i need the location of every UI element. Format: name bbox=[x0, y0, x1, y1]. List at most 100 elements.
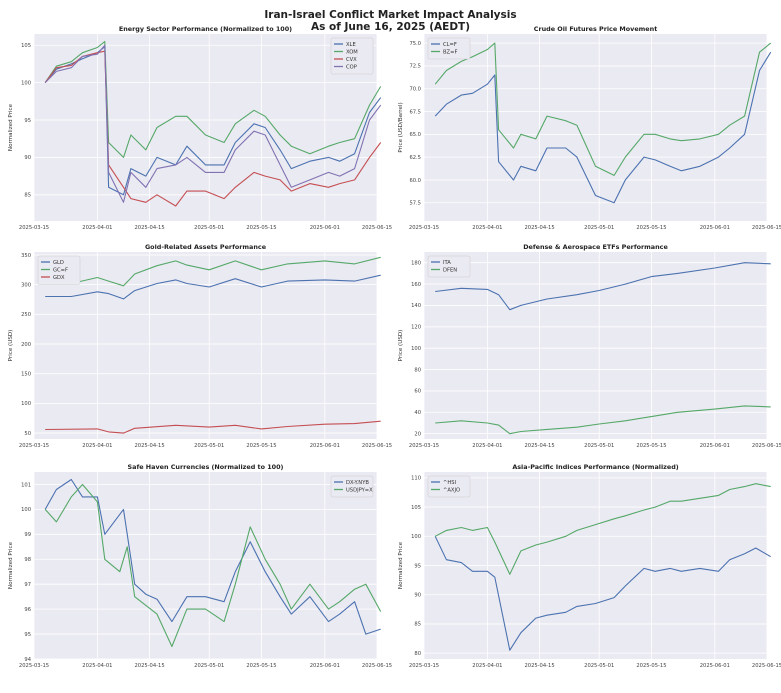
y-tick-label: 80 bbox=[414, 367, 421, 373]
x-tick-label: 2025-05-15 bbox=[246, 443, 276, 449]
y-tick-label: 250 bbox=[21, 312, 31, 318]
y-tick-label: 350 bbox=[21, 253, 31, 259]
x-tick-label: 2025-06-15 bbox=[362, 663, 392, 669]
figure-subtitle: As of June 16, 2025 (AEDT) bbox=[310, 21, 470, 33]
y-tick-label: 100 bbox=[411, 534, 421, 540]
x-tick-label: 2025-05-01 bbox=[194, 225, 224, 231]
crude-oil-chart: Crude Oil Futures Price Movement 57.5 60.0… bbox=[390, 22, 781, 237]
x-tick-label: 2025-03-15 bbox=[19, 663, 49, 669]
series-line-cl-f bbox=[434, 51, 772, 204]
legend-label-cop: COP bbox=[346, 64, 357, 70]
x-tick-label: 2025-05-01 bbox=[194, 443, 224, 449]
legend-label-gdx: GDX bbox=[53, 275, 65, 281]
y-tick-label: 100 bbox=[411, 346, 421, 352]
series-line-ita bbox=[435, 262, 771, 311]
legend: ^HSI^AXJO bbox=[427, 475, 471, 498]
legend-box bbox=[427, 255, 471, 278]
y-tick-label: 60.0 bbox=[409, 178, 421, 184]
series-line-usdjpy-x bbox=[44, 483, 382, 648]
y-tick-label: 200 bbox=[21, 342, 31, 348]
legend: CL=FBZ=F bbox=[427, 37, 471, 60]
x-tick-label: 2025-04-15 bbox=[524, 443, 554, 449]
y-axis-label: Price (USD/Barrel) bbox=[398, 102, 404, 152]
chart-title: Defense & Aerospace ETFs Performance bbox=[523, 243, 668, 251]
y-tick-label: 97 bbox=[24, 582, 31, 588]
series-line-xom bbox=[44, 40, 382, 158]
y-tick-label: 96 bbox=[24, 607, 31, 613]
safe-haven-chart: Safe Haven Currencies (Normalized to 100… bbox=[0, 460, 392, 675]
plot-area bbox=[424, 34, 767, 221]
y-tick-label: 100 bbox=[21, 80, 31, 86]
x-tick-label: 2025-06-01 bbox=[310, 663, 340, 669]
y-tick-label: 70.0 bbox=[409, 87, 421, 93]
legend-box bbox=[427, 475, 471, 498]
series-line-dfen bbox=[435, 405, 771, 435]
y-tick-label: 60 bbox=[414, 389, 421, 395]
y-tick-label: 300 bbox=[21, 282, 31, 288]
y-tick-label: 85 bbox=[24, 193, 31, 199]
y-tick-label: 40 bbox=[414, 410, 421, 416]
x-tick-label: 2025-04-01 bbox=[472, 443, 502, 449]
x-tick-label: 2025-04-01 bbox=[472, 225, 502, 231]
legend-label-dfen: DFEN bbox=[443, 267, 457, 273]
series-line-gdx bbox=[45, 420, 381, 434]
chart-svg: Asia-Pacific Indices Performance (Normal… bbox=[398, 463, 781, 669]
legend-label-gc-f: GC=F bbox=[53, 267, 68, 273]
y-axis-label: Normalized Price bbox=[398, 541, 404, 589]
legend-label-hsi: ^HSI bbox=[443, 480, 457, 486]
legend-label-cvx: CVX bbox=[346, 57, 357, 63]
y-axis-label: Normalized Price bbox=[8, 103, 14, 151]
y-tick-label: 85 bbox=[414, 622, 421, 628]
x-tick-label: 2025-04-01 bbox=[82, 443, 112, 449]
legend-label-bz-f: BZ=F bbox=[443, 49, 457, 55]
y-tick-label: 140 bbox=[411, 303, 421, 309]
legend-label-axjo: ^AXJO bbox=[443, 487, 460, 493]
chart-title: Gold-Related Assets Performance bbox=[145, 243, 267, 251]
x-tick-label: 2025-03-15 bbox=[19, 225, 49, 231]
gold-assets-chart: Gold-Related Assets Performance 50 100 150 2… bbox=[0, 240, 392, 455]
y-tick-label: 20 bbox=[414, 431, 421, 437]
plot-area bbox=[424, 252, 767, 439]
x-tick-label: 2025-05-01 bbox=[584, 663, 614, 669]
chart-title: Asia-Pacific Indices Performance (Normal… bbox=[512, 463, 678, 471]
legend-box bbox=[330, 475, 374, 498]
x-tick-label: 2025-06-01 bbox=[310, 225, 340, 231]
legend-label-cl-f: CL=F bbox=[443, 42, 457, 48]
y-tick-label: 67.5 bbox=[409, 109, 421, 115]
x-tick-label: 2025-03-15 bbox=[19, 443, 49, 449]
y-tick-label: 101 bbox=[21, 482, 31, 488]
y-tick-label: 75.0 bbox=[409, 41, 421, 47]
y-tick-label: 110 bbox=[411, 476, 421, 482]
legend-label-gld: GLD bbox=[53, 260, 64, 266]
legend-box bbox=[427, 37, 471, 60]
chart-svg: Crude Oil Futures Price Movement 57.5 60.0… bbox=[398, 25, 781, 231]
x-tick-label: 2025-06-15 bbox=[752, 225, 781, 231]
defense-etf-chart: Defense & Aerospace ETFs Performance 20 40… bbox=[390, 240, 781, 455]
y-tick-label: 160 bbox=[411, 282, 421, 288]
legend-label-dx-y-nyb: DX-Y.NYB bbox=[346, 480, 369, 486]
x-tick-label: 2025-04-15 bbox=[524, 663, 554, 669]
x-tick-label: 2025-06-15 bbox=[752, 443, 781, 449]
x-tick-label: 2025-04-15 bbox=[134, 443, 164, 449]
y-tick-label: 95 bbox=[414, 563, 421, 569]
legend-label-xom: XOM bbox=[346, 49, 358, 55]
x-tick-label: 2025-05-01 bbox=[584, 443, 614, 449]
y-tick-label: 150 bbox=[21, 371, 31, 377]
asia-pacific-chart: Asia-Pacific Indices Performance (Normal… bbox=[390, 460, 781, 675]
y-axis-label: Price (USD) bbox=[398, 330, 404, 362]
x-tick-label: 2025-04-15 bbox=[524, 225, 554, 231]
y-tick-label: 98 bbox=[24, 557, 31, 563]
y-tick-label: 72.5 bbox=[409, 64, 421, 70]
legend-label-xle: XLE bbox=[346, 42, 356, 48]
chart-title: Energy Sector Performance (Normalized to… bbox=[119, 25, 292, 33]
y-tick-label: 50 bbox=[24, 431, 31, 437]
legend-label-usdjpy-x: USDJPY=X bbox=[346, 487, 373, 493]
x-tick-label: 2025-05-15 bbox=[246, 663, 276, 669]
series-line-gld bbox=[45, 274, 381, 300]
y-tick-label: 99 bbox=[24, 532, 31, 538]
legend-label-ita: ITA bbox=[443, 260, 451, 266]
figure-title-block: Iran-Israel Conflict Market Impact Analy… bbox=[0, 9, 781, 33]
